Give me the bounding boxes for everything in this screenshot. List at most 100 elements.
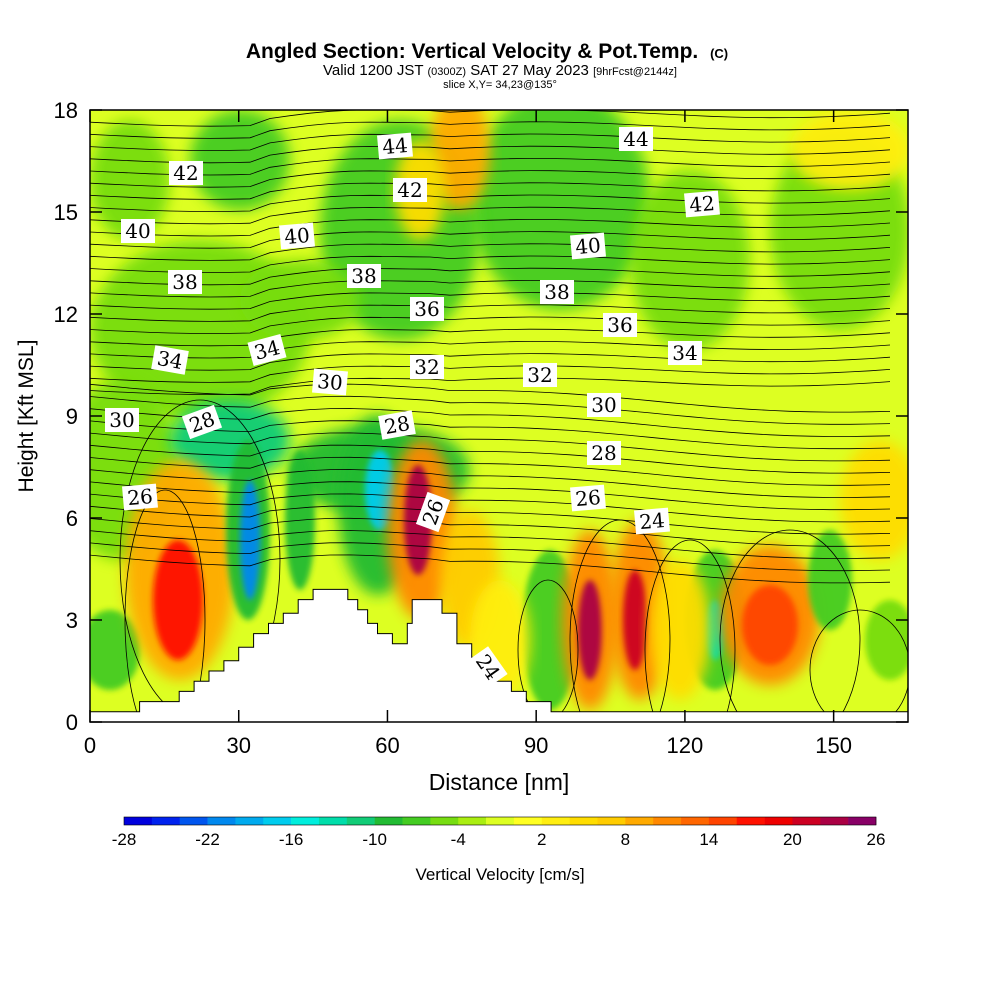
- theta-contour: [90, 383, 891, 413]
- colorbar-swatch: [374, 817, 403, 825]
- colorbar-tick-label: 8: [621, 830, 630, 849]
- contour-label-text: 42: [688, 191, 715, 217]
- velocity-cell: [650, 560, 710, 700]
- velocity-cell: [840, 440, 908, 560]
- theta-contour: [90, 328, 891, 347]
- theta-contour: [90, 170, 891, 188]
- theta-contour: [90, 517, 891, 547]
- theta-contour: [90, 206, 891, 225]
- colorbar-swatch: [486, 817, 515, 825]
- theta-contour: [90, 420, 891, 450]
- theta-contour: [809, 609, 908, 722]
- contour-label-text: 30: [591, 393, 616, 417]
- theta-contour: [90, 469, 891, 498]
- colorbar-swatch: [625, 817, 654, 825]
- theta-contour: [90, 505, 891, 535]
- contour-label-text: 42: [173, 161, 198, 185]
- contour-label-box: [415, 491, 451, 533]
- x-axis: 0 30 60 90 120 150: [84, 110, 852, 758]
- colorbar-tick-label: -10: [362, 830, 387, 849]
- colorbar-swatch: [681, 817, 710, 825]
- contour-label: 34: [668, 341, 702, 365]
- contour-label-box: [393, 178, 427, 202]
- contour-label-box: [279, 222, 315, 250]
- velocity-cell: [90, 610, 140, 690]
- contour-label: 30: [587, 393, 621, 417]
- velocity-cell: [240, 260, 360, 340]
- y-tick-label: 3: [66, 608, 78, 633]
- theta-contour: [90, 316, 891, 335]
- colorbar-swatch: [708, 817, 738, 825]
- colorbar-swatch: [820, 817, 849, 825]
- contour-label-box: [168, 270, 202, 294]
- colorbar-swatch: [346, 817, 375, 825]
- contour-label: 38: [168, 270, 202, 294]
- colorbar-swatch: [458, 817, 487, 825]
- contour-label-text: 28: [382, 411, 411, 439]
- colorbar-swatch: [318, 817, 348, 825]
- contour-label-box: [378, 410, 416, 440]
- contour-label-box: [540, 280, 574, 304]
- subtitle-valid: Valid 1200 JST: [323, 62, 423, 79]
- x-tick-label: 30: [226, 733, 250, 758]
- contour-label: 28: [181, 404, 223, 440]
- colorbar-tick-label: 26: [867, 830, 886, 849]
- contour-label: 36: [410, 297, 444, 321]
- theta-contour: [719, 529, 861, 722]
- colorbar-frame: [123, 816, 877, 826]
- contour-label: 42: [169, 161, 203, 185]
- contour-label-text: 42: [397, 178, 422, 202]
- theta-contour: [90, 304, 891, 322]
- velocity-cell: [742, 585, 798, 665]
- theta-contour: [90, 481, 891, 511]
- theta-contour: [90, 231, 891, 249]
- colorbar-swatch: [235, 817, 264, 825]
- contour-label-box: [151, 345, 189, 375]
- x-tick-label: 60: [375, 733, 399, 758]
- colorbar-tick-label: 20: [783, 830, 802, 849]
- colorbar-swatch: [291, 817, 320, 825]
- contour-label: 30: [105, 408, 139, 432]
- contour-label-box: [181, 404, 223, 440]
- contour-label-text: 40: [283, 223, 310, 249]
- x-tick-label: 120: [667, 733, 704, 758]
- velocity-cell: [808, 530, 852, 630]
- chart-title: Angled Section: Vertical Velocity & Pot.…: [246, 40, 728, 63]
- theta-contour: [90, 133, 891, 152]
- contour-label: 32: [523, 363, 557, 387]
- velocity-cell: [470, 110, 650, 310]
- contour-label: 44: [377, 132, 413, 160]
- contour-label-text: 36: [414, 297, 439, 321]
- contour-label-box: [121, 219, 155, 243]
- contour-label: 26: [122, 483, 158, 511]
- contour-label-box: [410, 297, 444, 321]
- colorbar-tick-label: 14: [699, 830, 718, 849]
- chart-title-text: Angled Section: Vertical Velocity & Pot.…: [246, 40, 698, 63]
- colorbar-swatch: [151, 817, 181, 825]
- theta-contour: [90, 542, 891, 572]
- chart-subtitle: Valid 1200 JST (0300Z) SAT 27 May 2023 […: [323, 62, 677, 79]
- contour-label-box: [105, 408, 139, 432]
- contour-label-text: 28: [591, 441, 616, 465]
- contour-label: 38: [540, 280, 574, 304]
- theta-contour: [90, 182, 891, 200]
- velocity-cell: [623, 570, 647, 670]
- contour-label: 28: [587, 441, 621, 465]
- contour-label-box: [247, 334, 287, 366]
- colorbar-swatch: [207, 817, 236, 825]
- theta-contour: [90, 444, 891, 474]
- contour-label-text: 30: [109, 408, 134, 432]
- contour-label-box: [587, 441, 621, 465]
- colorbar-swatch: [430, 817, 459, 825]
- y-tick-label: 0: [66, 710, 78, 735]
- theta-contour: [90, 218, 891, 237]
- contour-label-text: 34: [155, 346, 184, 374]
- theta-contour: [90, 267, 891, 286]
- theta-contour: [569, 519, 671, 722]
- contour-label: 40: [121, 219, 155, 243]
- colorbar-swatch: [541, 817, 570, 825]
- theta-contour: [90, 456, 891, 486]
- subtitle-date: SAT 27 May 2023: [470, 62, 589, 79]
